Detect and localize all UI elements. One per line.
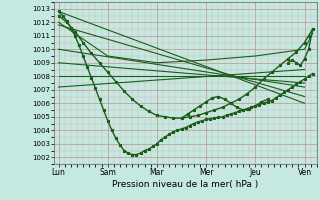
X-axis label: Pression niveau de la mer( hPa ): Pression niveau de la mer( hPa ) bbox=[112, 180, 259, 189]
